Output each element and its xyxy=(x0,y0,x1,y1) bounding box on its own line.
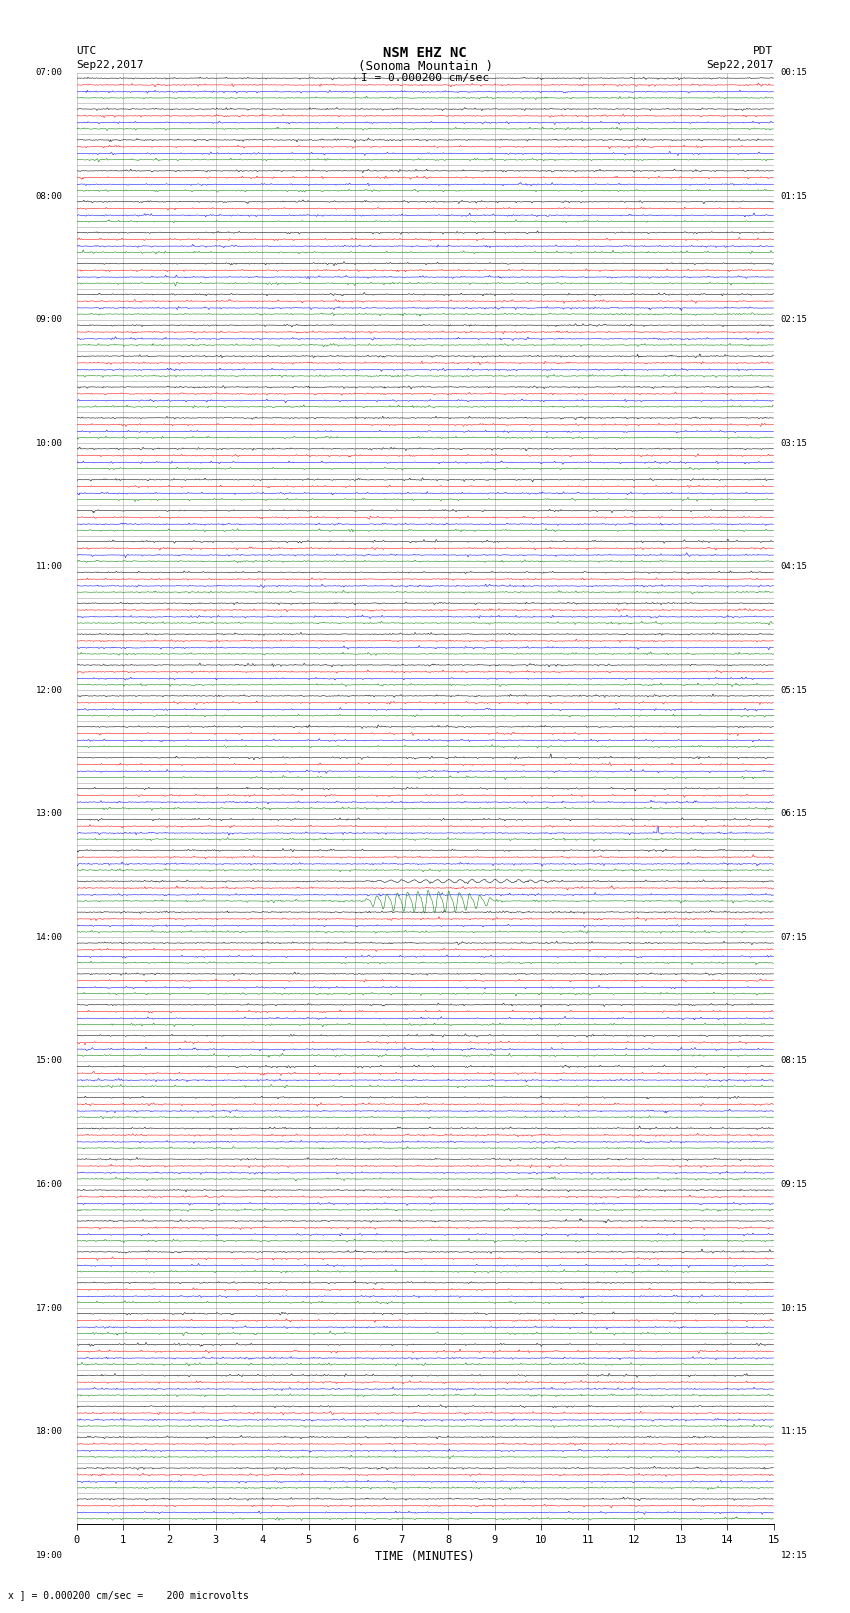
Text: 07:00: 07:00 xyxy=(36,68,63,77)
Text: I = 0.000200 cm/sec: I = 0.000200 cm/sec xyxy=(361,73,489,82)
Text: Sep22,2017: Sep22,2017 xyxy=(76,60,144,69)
Text: 00:15: 00:15 xyxy=(780,68,808,77)
Text: 17:00: 17:00 xyxy=(36,1303,63,1313)
Text: 11:00: 11:00 xyxy=(36,563,63,571)
Text: 01:15: 01:15 xyxy=(780,192,808,200)
Text: 10:15: 10:15 xyxy=(780,1303,808,1313)
Text: PDT: PDT xyxy=(753,45,774,56)
Text: 19:00: 19:00 xyxy=(36,1550,63,1560)
Text: UTC: UTC xyxy=(76,45,97,56)
Text: 12:15: 12:15 xyxy=(780,1550,808,1560)
Text: 03:15: 03:15 xyxy=(780,439,808,448)
Text: 09:00: 09:00 xyxy=(36,315,63,324)
Text: 12:00: 12:00 xyxy=(36,686,63,695)
Text: Sep22,2017: Sep22,2017 xyxy=(706,60,774,69)
X-axis label: TIME (MINUTES): TIME (MINUTES) xyxy=(375,1550,475,1563)
Text: NSM EHZ NC: NSM EHZ NC xyxy=(383,45,467,60)
Text: 04:15: 04:15 xyxy=(780,563,808,571)
Text: 18:00: 18:00 xyxy=(36,1428,63,1436)
Text: x ] = 0.000200 cm/sec =    200 microvolts: x ] = 0.000200 cm/sec = 200 microvolts xyxy=(8,1590,249,1600)
Text: 10:00: 10:00 xyxy=(36,439,63,448)
Text: 08:00: 08:00 xyxy=(36,192,63,200)
Text: (Sonoma Mountain ): (Sonoma Mountain ) xyxy=(358,60,492,73)
Text: 02:15: 02:15 xyxy=(780,315,808,324)
Text: 13:00: 13:00 xyxy=(36,810,63,818)
Text: 05:15: 05:15 xyxy=(780,686,808,695)
Text: 08:15: 08:15 xyxy=(780,1057,808,1066)
Text: 06:15: 06:15 xyxy=(780,810,808,818)
Text: 09:15: 09:15 xyxy=(780,1181,808,1189)
Text: 15:00: 15:00 xyxy=(36,1057,63,1066)
Text: 16:00: 16:00 xyxy=(36,1181,63,1189)
Text: 14:00: 14:00 xyxy=(36,932,63,942)
Text: 07:15: 07:15 xyxy=(780,932,808,942)
Text: 11:15: 11:15 xyxy=(780,1428,808,1436)
